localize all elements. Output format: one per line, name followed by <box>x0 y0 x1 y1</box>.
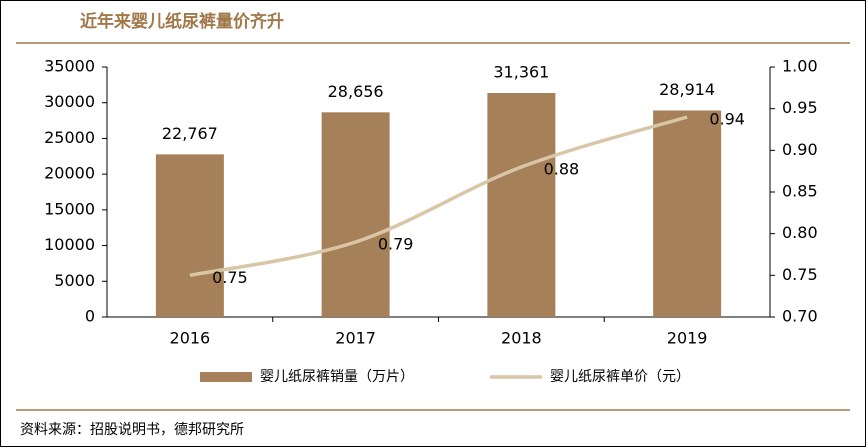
y-tick-label: 20000 <box>44 164 95 183</box>
y-tick-label: 25000 <box>44 128 95 147</box>
y-tick-label: 10000 <box>44 235 95 254</box>
y2-tick-label: 0.85 <box>782 182 818 201</box>
line-value-label: 0.79 <box>378 235 414 254</box>
y-tick-label: 15000 <box>44 199 95 218</box>
bar <box>155 154 224 317</box>
line-value-label: 0.94 <box>709 110 745 129</box>
y-tick-label: 5000 <box>54 271 95 290</box>
line-value-label: 0.88 <box>544 160 580 179</box>
y-tick-label: 30000 <box>44 92 95 111</box>
x-tick-label: 2018 <box>501 329 542 348</box>
y2-tick-label: 1.00 <box>782 57 818 76</box>
legend-label: 婴儿纸尿裤销量（万片） <box>260 369 414 385</box>
bar <box>321 112 390 317</box>
x-tick-label: 2016 <box>170 329 211 348</box>
legend-swatch <box>200 372 252 382</box>
y2-tick-label: 0.70 <box>782 307 818 326</box>
y2-tick-label: 0.90 <box>782 140 818 159</box>
bar <box>653 110 722 317</box>
y-tick-label: 35000 <box>44 57 95 76</box>
bar <box>487 92 556 317</box>
source-note: 资料来源：招股说明书，德邦研究所 <box>20 422 244 438</box>
legend-label: 婴儿纸尿裤单价（元） <box>550 369 690 385</box>
y2-tick-label: 0.95 <box>782 98 818 117</box>
x-tick-label: 2019 <box>667 329 708 348</box>
y2-tick-label: 0.75 <box>782 265 818 284</box>
x-tick-label: 2017 <box>335 329 376 348</box>
y-tick-label: 0 <box>85 307 95 326</box>
bar-value-label: 28,656 <box>328 82 384 101</box>
line-value-label: 0.75 <box>212 268 248 287</box>
bar-value-label: 31,361 <box>493 62 549 81</box>
line <box>189 115 688 278</box>
chart-title: 近年来婴儿纸尿裤量价齐升 <box>80 11 284 32</box>
bar-value-label: 28,914 <box>659 80 715 99</box>
y2-tick-label: 0.80 <box>782 223 818 242</box>
bar-value-label: 22,767 <box>162 124 218 143</box>
